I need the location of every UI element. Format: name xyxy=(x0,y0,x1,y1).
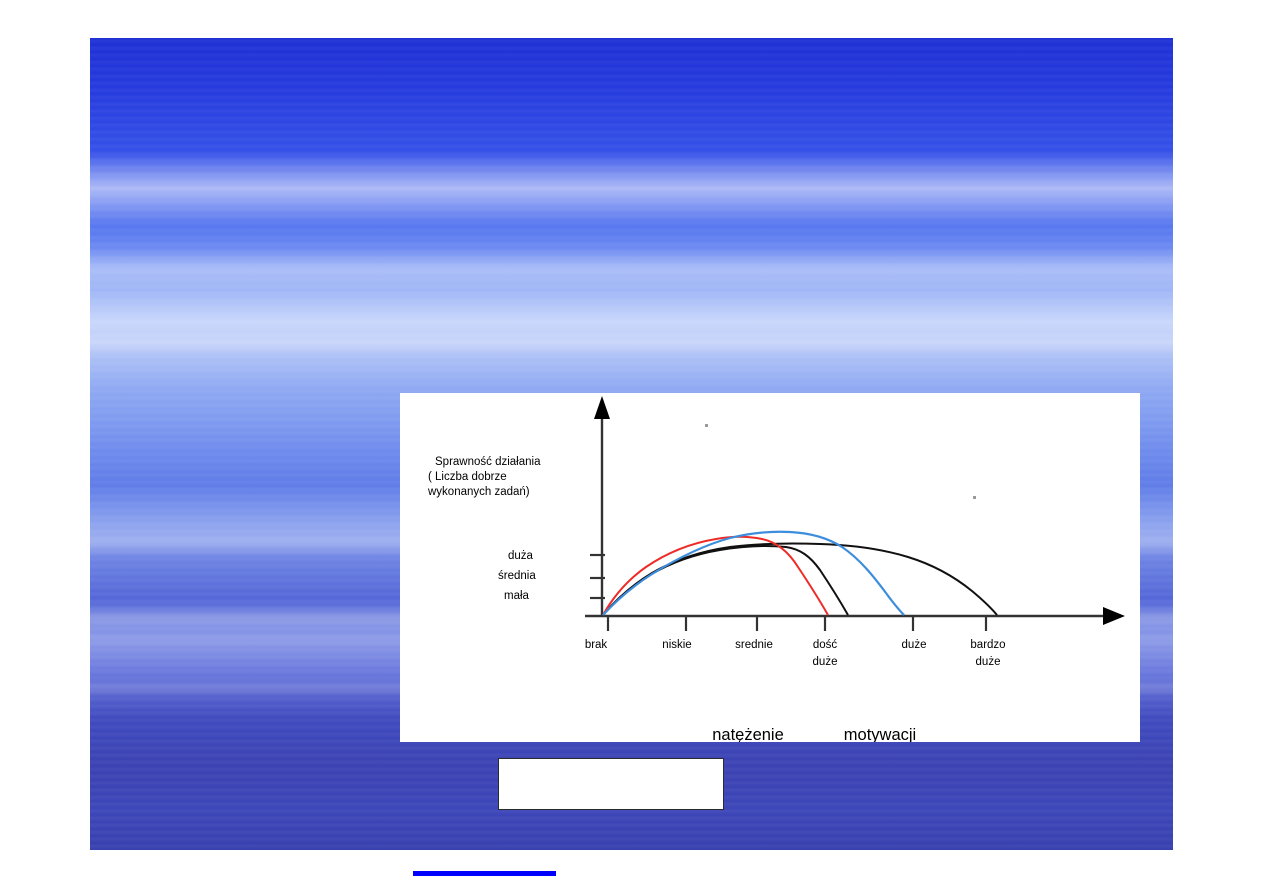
y-tick-label-srednia: średnia xyxy=(498,570,536,582)
image-speck xyxy=(973,496,976,499)
y-tick-label-duza: duża xyxy=(508,550,534,562)
x-tick-label-dosc-duze-line-1: dość xyxy=(813,639,838,651)
y-axis-ticks xyxy=(590,553,605,600)
x-tick-label-bardzo-duze-line-2: duże xyxy=(976,656,1001,668)
y-axis-title-line-2: ( Liczba dobrze xyxy=(428,471,507,483)
x-axis-title: natężenie motywacji xyxy=(712,726,916,742)
curve-zadanie-latwe xyxy=(602,542,998,616)
curve-zadanie-bardzo-trudne xyxy=(602,545,849,616)
slide-canvas: Sprawność działania ( Liczba dobrze wyko… xyxy=(90,38,1173,850)
x-tick-label-duze: duże xyxy=(902,639,927,651)
y-axis-title-line-1: Sprawność działania xyxy=(435,456,541,468)
x-axis-tick-labels: brak niskie srednie dość duże duże bardz… xyxy=(585,639,1006,668)
x-tick-label-bardzo-duze-line-1: bardzo xyxy=(970,639,1005,651)
y-axis-tick-labels: duża średnia mała xyxy=(498,550,536,602)
curve-zadanie-srednie xyxy=(602,530,905,616)
cloud-band xyxy=(90,151,1173,225)
x-tick-label-brak: brak xyxy=(585,639,608,651)
chart-axes xyxy=(585,396,1125,625)
cloud-band xyxy=(90,249,1173,290)
x-tick-label-srednie: srednie xyxy=(735,639,773,651)
motivation-performance-chart: Sprawność działania ( Liczba dobrze wyko… xyxy=(427,396,1125,742)
y-axis-title-line-3: wykonanych zadań) xyxy=(427,486,530,498)
y-axis-title: Sprawność działania ( Liczba dobrze wyko… xyxy=(427,456,541,498)
empty-text-box[interactable] xyxy=(498,758,724,810)
y-tick-label-mala: mała xyxy=(504,590,530,602)
x-axis-title-word-1: natężenie xyxy=(712,726,784,742)
bottom-blue-rule xyxy=(413,871,556,876)
image-speck xyxy=(705,424,708,427)
x-axis-title-word-2: motywacji xyxy=(844,726,916,742)
x-tick-label-dosc-duze-line-2: duże xyxy=(813,656,838,668)
chart-panel: Sprawność działania ( Liczba dobrze wyko… xyxy=(400,393,1140,742)
x-tick-label-niskie: niskie xyxy=(662,639,691,651)
x-axis-ticks xyxy=(606,616,988,631)
cloud-band xyxy=(90,330,1173,355)
